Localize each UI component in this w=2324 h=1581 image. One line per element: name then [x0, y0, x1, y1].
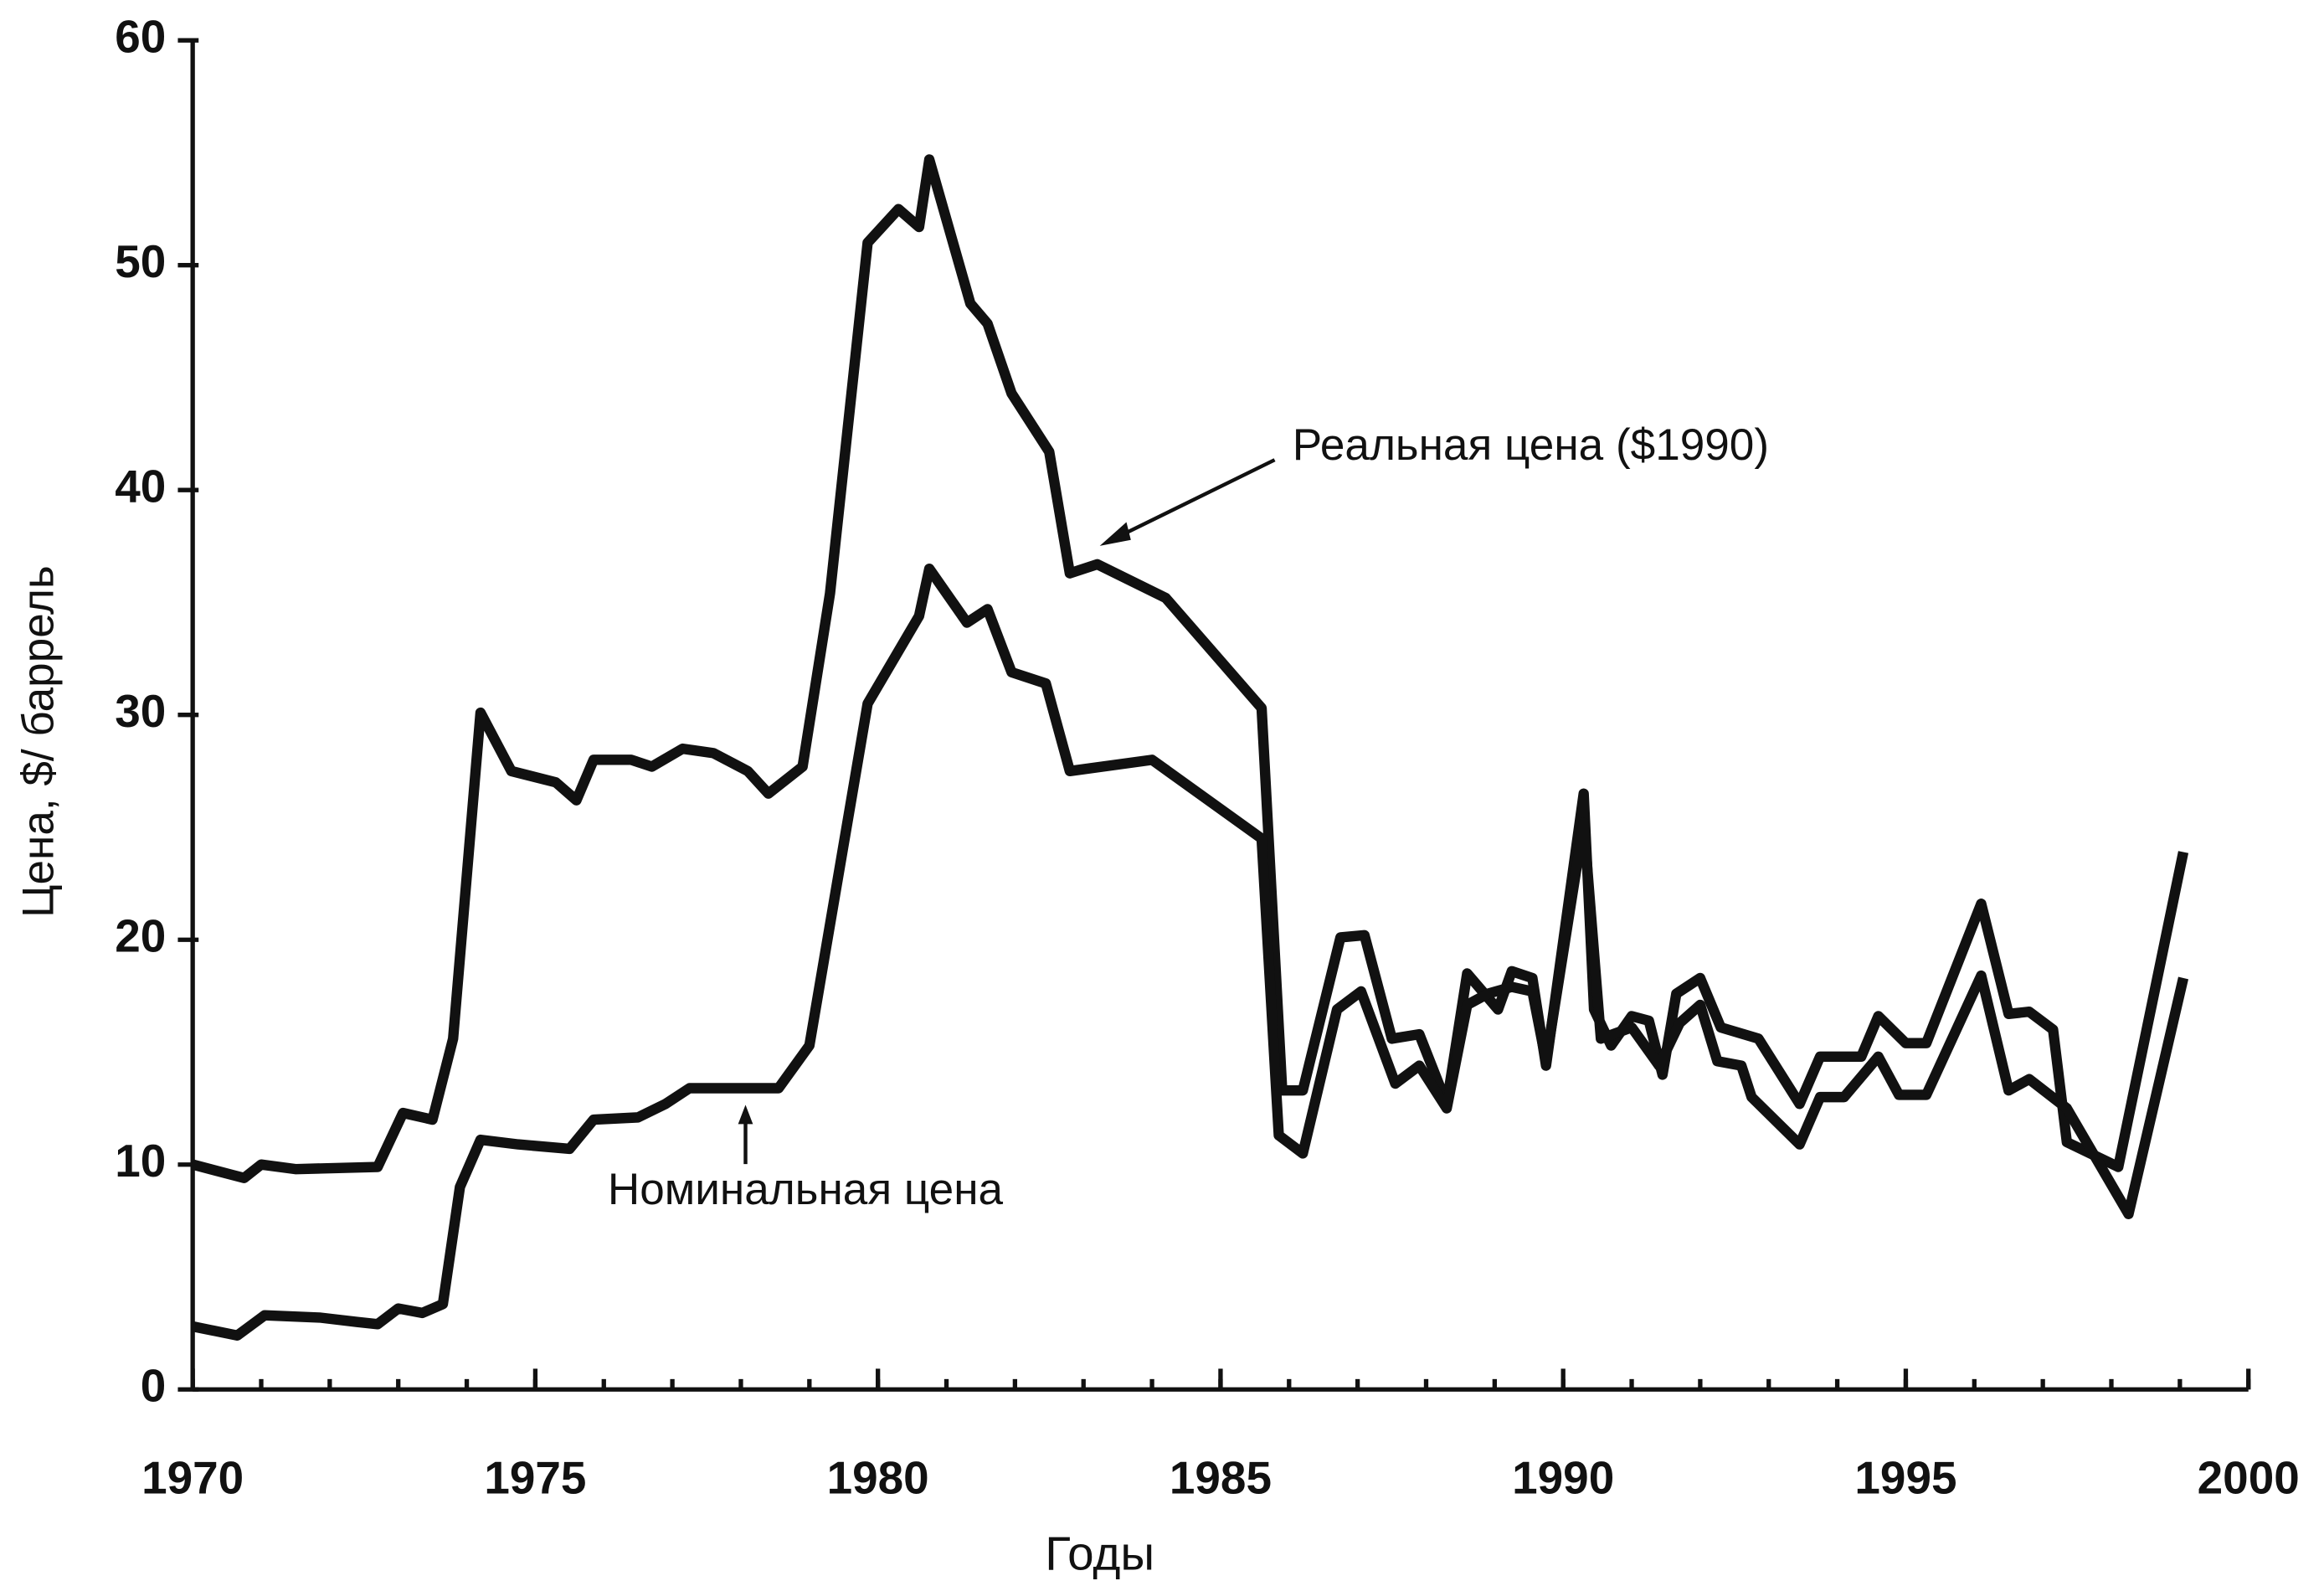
- series-label: Номинальная цена: [608, 1165, 1004, 1214]
- y-tick-label: 10: [115, 1135, 166, 1187]
- series-label: Реальная цена ($1990): [1293, 420, 1769, 470]
- x-tick-label: 1985: [1170, 1452, 1272, 1504]
- x-tick-label: 1980: [827, 1452, 929, 1504]
- x-tick-label: 1990: [1512, 1452, 1614, 1504]
- arrow-head: [738, 1105, 753, 1125]
- y-tick-label: 40: [115, 461, 166, 512]
- annotation-arrow: [1108, 458, 1276, 543]
- series-line: [191, 154, 2189, 1183]
- series-line: [191, 563, 2189, 1341]
- x-tick-label: 1995: [1854, 1452, 1956, 1504]
- y-tick-label: 50: [115, 235, 166, 287]
- y-tick-label: 60: [115, 11, 166, 63]
- x-tick-label: 1970: [141, 1452, 244, 1504]
- y-axis-title: Цена, $/ баррель: [14, 565, 64, 918]
- x-tick-label: 2000: [2198, 1452, 2300, 1504]
- x-tick-label: 1975: [484, 1452, 586, 1504]
- y-tick-label: 0: [141, 1360, 167, 1412]
- y-tick-label: 20: [115, 910, 166, 962]
- arrow-head: [1099, 522, 1131, 546]
- x-axis-title: Годы: [1045, 1527, 1154, 1580]
- y-tick-label: 30: [115, 685, 166, 737]
